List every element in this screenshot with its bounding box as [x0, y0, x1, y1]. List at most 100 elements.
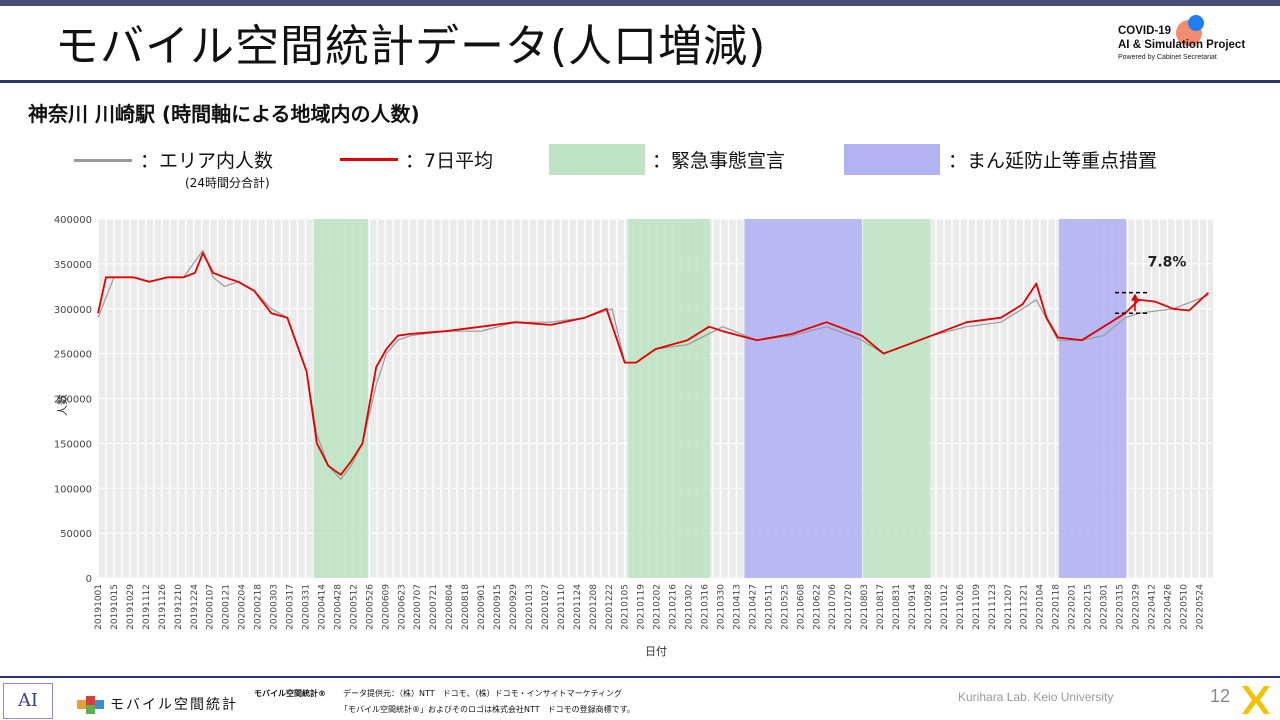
x-tick-label: 20200929	[509, 584, 519, 630]
annotation-arrowhead-icon	[1131, 293, 1139, 301]
x-tick-label: 20191015	[110, 584, 120, 630]
x-tick-label: 20210831	[892, 584, 902, 630]
x-tick-label: 20200915	[493, 584, 503, 630]
x-tick-label: 20220315	[1116, 584, 1126, 630]
x-tick-label: 20210216	[669, 584, 679, 630]
legend-avg-label: ：7日平均	[405, 150, 494, 172]
x-tick-label: 20210803	[860, 584, 870, 630]
x-tick-label: 20200121	[222, 584, 232, 630]
x-tick-label: 20200721	[429, 584, 439, 630]
x-tick-label: 20191001	[94, 584, 104, 630]
x-tick-label: 20220426	[1163, 584, 1173, 630]
x-tick-label: 20220329	[1132, 584, 1142, 630]
x-tick-label: 20220104	[1036, 584, 1046, 630]
x-tick-label: 20200317	[286, 584, 296, 630]
x-tick-label: 20200901	[477, 584, 487, 630]
x-tick-label: 20201124	[573, 584, 583, 630]
x-tick-label: 20211026	[956, 584, 966, 630]
logo-line3: Powered by Cabinet Secretariat	[1118, 54, 1217, 61]
annotation-label: 7.8%	[1148, 255, 1187, 271]
legend-area-note: (24時間分合計)	[185, 176, 270, 190]
shaded-period-emergency	[313, 219, 369, 578]
x-tick-label: 20210928	[924, 584, 934, 630]
x-tick-label: 20210330	[717, 584, 727, 630]
x-tick-label: 20220215	[1084, 584, 1094, 630]
legend-avg-line-swatch	[340, 158, 398, 161]
ai-lab-logo-icon: AI	[3, 683, 53, 719]
x-tick-label: 20200818	[461, 584, 471, 630]
y-tick-label: 200000	[54, 395, 92, 406]
x-tick-label: 20201013	[525, 584, 535, 630]
logo-line2: AI & Simulation Project	[1118, 39, 1246, 51]
y-tick-label: 0	[86, 574, 92, 585]
x-tick-label: 20191126	[158, 584, 168, 630]
x-tick-label: 20200303	[270, 584, 280, 630]
x-tick-label: 20220201	[1068, 584, 1078, 630]
x-tick-label: 20201027	[541, 584, 551, 630]
legend-area-line-swatch	[74, 159, 132, 162]
x-tick-label: 20211109	[972, 584, 982, 630]
x-tick-label: 20211012	[940, 584, 950, 630]
x-tick-label: 20200107	[206, 584, 216, 630]
x-tick-label: 20201110	[557, 584, 567, 630]
footer-divider	[0, 676, 1280, 678]
x-tick-label: 20210427	[748, 584, 758, 630]
y-tick-label: 350000	[54, 260, 92, 271]
footer-lab-credit: Kurihara Lab. Keio University	[958, 690, 1114, 704]
y-tick-label: 50000	[60, 529, 92, 540]
y-tick-label: 100000	[54, 484, 92, 495]
x-mark-logo-icon	[1242, 686, 1270, 714]
x-tick-label: 20210511	[764, 584, 774, 630]
x-tick-label: 20210720	[844, 584, 854, 630]
x-tick-label: 20220301	[1100, 584, 1110, 630]
x-tick-label: 20210202	[653, 584, 663, 630]
x-tick-label: 20211221	[1020, 584, 1030, 630]
x-tick-label: 20191224	[190, 584, 200, 630]
x-tick-label: 20210119	[637, 584, 647, 630]
x-tick-label: 20220118	[1052, 584, 1062, 630]
x-tick-label: 20191029	[126, 584, 136, 630]
x-tick-label: 20200512	[349, 584, 359, 630]
x-tick-label: 20210302	[685, 584, 695, 630]
x-tick-label: 20200218	[254, 584, 264, 630]
legend-area-label: ：エリア内人数	[140, 150, 274, 172]
x-tick-label: 20210817	[876, 584, 886, 630]
x-tick-label: 20200414	[318, 584, 328, 630]
x-tick-label: 20200204	[238, 584, 248, 630]
y-axis-label: 人数	[56, 394, 69, 416]
top-accent-bar	[0, 0, 1280, 6]
logo-line1: COVID-19	[1118, 25, 1172, 37]
x-tick-label: 20191112	[142, 584, 152, 630]
x-tick-label: 20211207	[1004, 584, 1014, 630]
title-divider	[0, 80, 1280, 83]
mobile-stats-logo-text: モバイル空間統計	[110, 697, 238, 713]
series-line-avg	[97, 252, 1210, 476]
shaded-period-emergency	[628, 219, 711, 578]
x-tick-label: 20200804	[445, 584, 455, 630]
y-tick-label: 300000	[54, 305, 92, 316]
x-tick-label: 20211123	[988, 584, 998, 630]
x-axis-label: 日付	[645, 645, 667, 658]
x-tick-label: 20200331	[302, 584, 312, 630]
footer-brand: モバイル空間統計®	[254, 689, 326, 698]
series-line-area	[97, 249, 1209, 480]
legend-priority-swatch	[844, 144, 940, 175]
footer-source: データ提供元：（株）NTT ドコモ、（株）ドコモ・インサイトマーケティング	[343, 689, 622, 698]
x-tick-label: 20200428	[333, 584, 343, 630]
y-tick-label: 250000	[54, 350, 92, 361]
mobile-stats-cube-icon	[77, 696, 104, 714]
x-tick-label: 20201208	[589, 584, 599, 630]
x-tick-label: 20210608	[796, 584, 806, 630]
y-tick-label: 400000	[54, 215, 92, 226]
x-tick-label: 20210914	[908, 584, 918, 630]
x-tick-label: 20200623	[397, 584, 407, 630]
shaded-period-emergency	[862, 219, 931, 578]
slide-subtitle: 神奈川 川崎駅 (時間軸による地域内の人数)	[28, 102, 420, 126]
x-tick-label: 20210413	[732, 584, 742, 630]
legend-emergency-label: ：緊急事態宣言	[652, 150, 786, 172]
x-tick-label: 20210706	[828, 584, 838, 630]
x-tick-label: 20210525	[780, 584, 790, 630]
slide-title: モバイル空間統計データ(人口増減)	[55, 21, 767, 72]
footer-trademark: 「モバイル空間統計®」およびそのロゴは株式会社NTT ドコモの登録商標です。	[340, 705, 635, 714]
x-tick-label: 20210316	[701, 584, 711, 630]
